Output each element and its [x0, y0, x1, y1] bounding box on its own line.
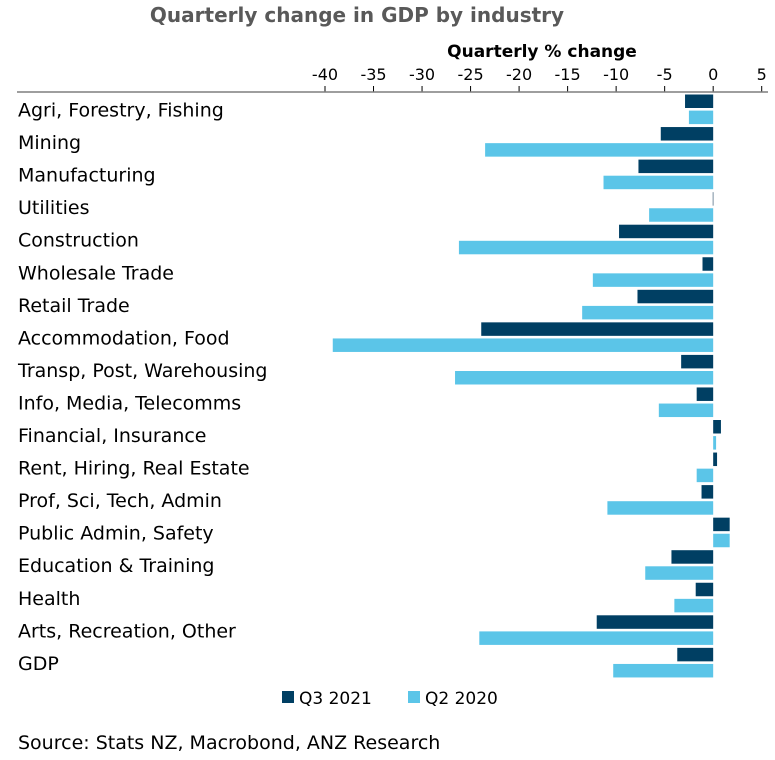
bar-q3-2021 — [481, 322, 714, 336]
legend-swatch-q2-2020 — [408, 691, 420, 703]
x-tick-label: -30 — [409, 65, 435, 84]
bar-q2-2020 — [713, 436, 717, 450]
bar-q3-2021 — [713, 420, 721, 434]
category-label: Info, Media, Telecomms — [18, 392, 241, 414]
x-tick-label: 0 — [708, 65, 718, 84]
bar-q3-2021 — [702, 257, 714, 271]
bar-q3-2021 — [685, 94, 714, 108]
bar-q2-2020 — [645, 566, 714, 580]
category-label: Transp, Post, Warehousing — [17, 360, 267, 382]
bar-q2-2020 — [592, 273, 714, 287]
legend-label-q3-2021: Q3 2021 — [299, 689, 372, 709]
bar-q2-2020 — [649, 208, 714, 222]
bar-q3-2021 — [713, 452, 718, 467]
bar-q3-2021 — [638, 159, 714, 174]
x-tick-label: -10 — [603, 65, 629, 84]
x-tick-label: -20 — [506, 65, 532, 84]
bar-q2-2020 — [455, 371, 714, 385]
category-labels: Agri, Forestry, Fishing Mining Manufacturi… — [17, 100, 267, 675]
category-label: Wholesale Trade — [18, 262, 174, 284]
category-label: Education & Training — [18, 555, 214, 577]
category-label: Retail Trade — [18, 295, 130, 317]
bar-q3-2021 — [713, 517, 730, 532]
x-tick-label: -5 — [657, 65, 673, 84]
bar-q3-2021 — [637, 289, 714, 304]
bar-q2-2020 — [696, 468, 714, 483]
x-tick-label: -15 — [555, 65, 581, 84]
bar-q3-2021 — [596, 615, 714, 629]
bar-q2-2020 — [485, 143, 714, 157]
bar-q3-2021 — [696, 387, 714, 401]
category-label: GDP — [18, 653, 59, 675]
bar-q2-2020 — [458, 240, 714, 255]
bar-q3-2021 — [695, 582, 714, 597]
bar-q3-2021 — [701, 485, 714, 499]
category-label: Rent, Hiring, Real Estate — [18, 458, 250, 480]
bar-q2-2020 — [658, 403, 714, 418]
bar-q2-2020 — [603, 175, 714, 190]
x-axis-ticks: -40 -35 -30 -25 -20 -15 -10 -5 0 5 — [312, 65, 767, 92]
legend-label-q2-2020: Q2 2020 — [425, 689, 498, 709]
category-label: Arts, Recreation, Other — [18, 620, 236, 642]
x-tick-label: -35 — [360, 65, 386, 84]
category-label: Financial, Insurance — [18, 425, 207, 447]
x-tick-label: 5 — [757, 65, 767, 84]
category-label: Accommodation, Food — [18, 327, 230, 349]
bar-q3-2021 — [677, 647, 714, 662]
category-label: Manufacturing — [18, 165, 156, 187]
category-label: Utilities — [18, 197, 90, 219]
category-label: Agri, Forestry, Fishing — [18, 100, 224, 122]
bar-q2-2020 — [688, 110, 714, 125]
bar-q3-2021 — [660, 127, 714, 141]
bar-q2-2020 — [613, 663, 714, 678]
bar-q2-2020 — [582, 305, 714, 320]
bar-q2-2020 — [713, 533, 730, 548]
category-label: Construction — [18, 230, 139, 252]
bar-q2-2020 — [607, 501, 714, 515]
category-label: Mining — [18, 132, 81, 154]
category-label: Public Admin, Safety — [18, 523, 214, 545]
bar-q3-2021 — [619, 224, 714, 239]
bar-q2-2020 — [479, 631, 714, 645]
chart-title: Quarterly change in GDP by industry — [150, 3, 564, 27]
bars — [332, 94, 730, 678]
bar-q3-2021 — [671, 550, 714, 564]
category-label: Prof, Sci, Tech, Admin — [18, 490, 222, 512]
bar-q2-2020 — [332, 338, 714, 352]
bar-q3-2021 — [681, 354, 714, 369]
bar-q3-2021 — [712, 192, 714, 206]
source-note: Source: Stats NZ, Macrobond, ANZ Researc… — [18, 732, 440, 754]
legend: Q3 2021 Q2 2020 — [282, 689, 498, 709]
x-axis-title: Quarterly % change — [447, 42, 637, 62]
category-label: Health — [18, 588, 80, 610]
bar-q2-2020 — [674, 598, 714, 613]
x-tick-label: -40 — [312, 65, 338, 84]
legend-swatch-q3-2021 — [282, 691, 294, 703]
x-tick-label: -25 — [457, 65, 483, 84]
